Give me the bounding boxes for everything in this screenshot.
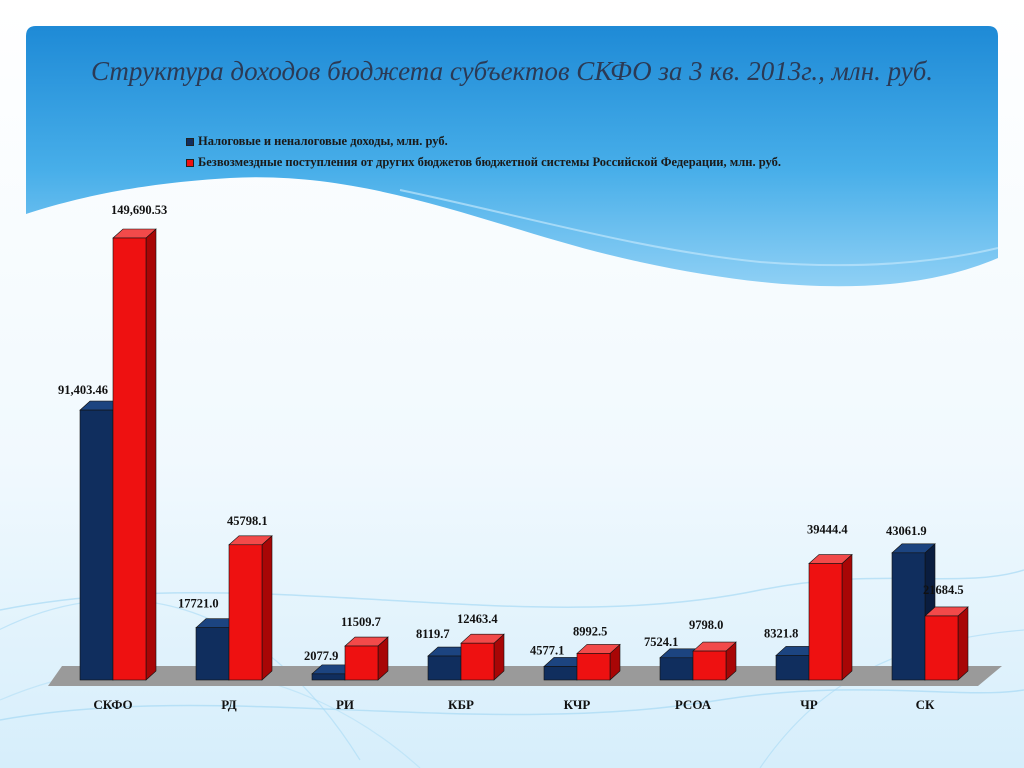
bar-2-1-side xyxy=(261,535,273,681)
data-label-2-5: 9798.0 xyxy=(689,618,723,632)
category-label-0: СКФО xyxy=(93,697,132,712)
bar-1-0 xyxy=(79,409,114,681)
category-label-3: КБР xyxy=(448,697,474,712)
category-label-4: КЧР xyxy=(564,697,591,712)
data-label-1-3: 8119.7 xyxy=(416,627,450,641)
bar-2-6-side xyxy=(841,553,853,681)
bar-2-1 xyxy=(228,544,263,681)
data-label-2-0: 149,690.53 xyxy=(111,203,167,217)
bar-1-5 xyxy=(659,657,694,681)
category-label-6: ЧР xyxy=(800,697,818,712)
legend-label-series-1: Налоговые и неналоговые доходы, млн. руб… xyxy=(198,134,448,148)
data-label-2-4: 8992.5 xyxy=(573,624,607,638)
legend: Налоговые и неналоговые доходы, млн. руб… xyxy=(186,131,781,173)
bar-1-2 xyxy=(311,673,346,681)
category-label-2: РИ xyxy=(336,697,354,712)
bar-1-4 xyxy=(543,666,578,681)
chart-title: Структура доходов бюджета субъектов СКФО… xyxy=(90,56,934,86)
data-label-1-4: 4577.1 xyxy=(530,643,564,657)
legend-swatch-series-2 xyxy=(186,158,194,167)
data-label-1-6: 8321.8 xyxy=(764,626,798,640)
category-label-1: РД xyxy=(221,697,237,712)
data-label-2-7: 21684.5 xyxy=(923,583,964,597)
data-label-1-1: 17721.0 xyxy=(178,597,219,611)
legend-label-series-2: Безвозмездные поступления от других бюдж… xyxy=(198,155,781,169)
bar-1-6 xyxy=(775,655,810,681)
bar-1-1 xyxy=(195,627,230,681)
legend-item-series-2: Безвозмездные поступления от других бюдж… xyxy=(186,152,781,173)
data-label-2-6: 39444.4 xyxy=(807,523,848,537)
data-label-2-1: 45798.1 xyxy=(227,514,268,528)
bar-2-0 xyxy=(112,237,147,681)
legend-item-series-1: Налоговые и неналоговые доходы, млн. руб… xyxy=(186,131,781,152)
bar-2-7 xyxy=(924,615,959,681)
bar-1-7 xyxy=(891,552,926,681)
bar-2-2 xyxy=(344,645,379,681)
data-label-2-2: 11509.7 xyxy=(341,615,381,629)
bar-2-3 xyxy=(460,642,495,681)
bar-2-6 xyxy=(808,563,843,681)
data-label-1-2: 2077.9 xyxy=(304,649,338,663)
data-label-1-7: 43061.9 xyxy=(886,524,927,538)
bar-2-4 xyxy=(576,653,611,681)
category-label-7: СК xyxy=(916,697,935,712)
data-label-1-5: 7524.1 xyxy=(644,635,678,649)
bar-2-7-side xyxy=(957,606,969,681)
bar-1-3 xyxy=(427,655,462,681)
legend-swatch-series-1 xyxy=(186,137,194,146)
data-label-1-0: 91,403.46 xyxy=(58,383,108,397)
chart-floor xyxy=(48,666,1002,686)
data-label-2-3: 12463.4 xyxy=(457,612,498,626)
category-label-5: РСОА xyxy=(675,697,712,712)
bar-2-0-side xyxy=(145,228,157,681)
bar-2-5 xyxy=(692,650,727,681)
